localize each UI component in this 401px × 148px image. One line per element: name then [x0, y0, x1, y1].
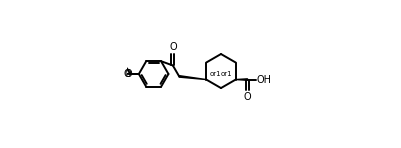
- Text: or1: or1: [209, 71, 221, 77]
- Text: O: O: [124, 69, 131, 79]
- Polygon shape: [235, 79, 247, 80]
- Text: O: O: [124, 69, 132, 79]
- Text: or1: or1: [220, 71, 232, 77]
- Polygon shape: [178, 76, 206, 80]
- Text: O: O: [243, 92, 251, 102]
- Text: O: O: [169, 42, 176, 52]
- Text: OH: OH: [256, 75, 271, 85]
